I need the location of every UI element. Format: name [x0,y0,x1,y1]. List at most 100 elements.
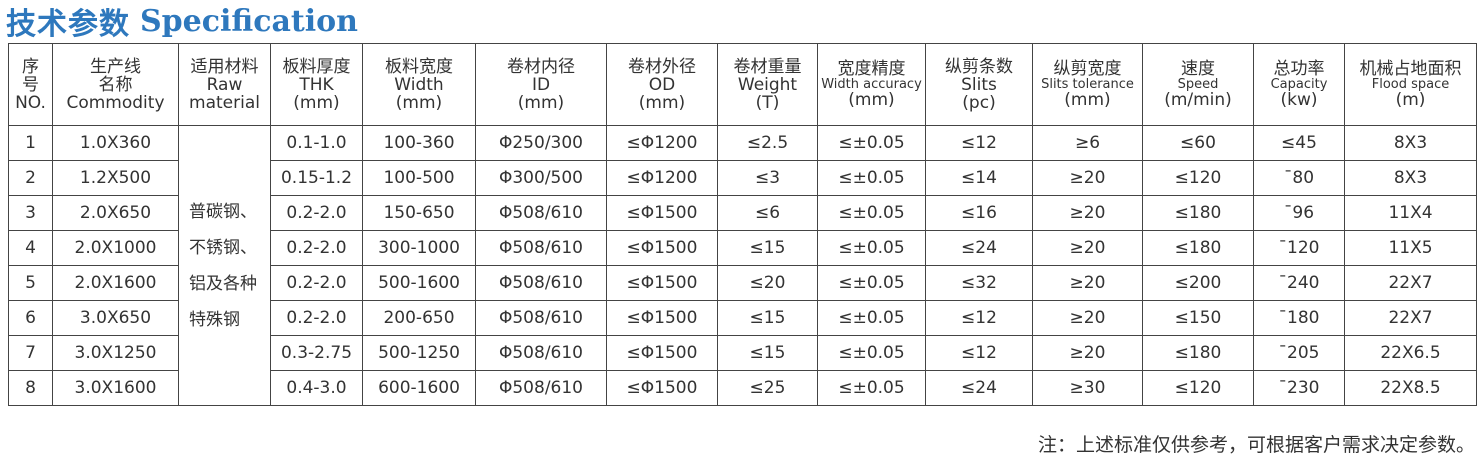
header-line: 适用材料 [190,56,259,77]
table-cell: ≥20 [1032,300,1143,336]
table-cell: 100-500 [362,160,476,196]
column-header: 总功率 Capacity (kw) [1253,43,1345,126]
column-header: 适用材料 Raw material [178,43,271,126]
table-cell: ≤15 [717,230,818,266]
header-line: (mm) [848,90,895,110]
table-cell: ≤Φ1500 [606,195,718,231]
table-cell: ≤Φ1200 [606,160,718,196]
table-cell: 11X5 [1344,230,1477,266]
header-line: 纵剪宽度 [1053,59,1122,79]
table-cell: ≤6 [717,195,818,231]
table-cell: ≥20 [1032,160,1143,196]
header-line: (m/min) [1164,90,1232,110]
header-line: Commodity [66,92,165,113]
header-line: (mm) [1064,90,1111,110]
header-line: Raw [206,74,243,95]
table-cell: 22X7 [1344,265,1477,301]
table-header-row: 序号 NO. 生产线 名称 Commodity 适用材料 Raw material 板料厚度 TH… [8,43,1477,126]
table-cell: ≤15 [717,335,818,371]
header-line: Flood space [1371,77,1450,92]
table-cell: 300-1000 [362,230,476,266]
table-cell: ≤180 [1142,195,1254,231]
table-cell: ≤32 [925,265,1033,301]
header-line: (mm) [395,92,443,113]
table-cell: 5 [8,265,53,301]
table-cell: ≤±0.05 [817,300,926,336]
header-line: 名称 [98,74,133,95]
table-cell: ≤±0.05 [817,230,926,266]
table-cell: 2 [8,160,53,196]
table-cell: ≤14 [925,160,1033,196]
table-cell: 3.0X650 [52,300,179,336]
table-cell: ≤Φ1200 [606,125,718,161]
page-title: 技术参数 Specification [6,2,358,43]
table-cell: Φ300/500 [475,160,607,196]
table-cell: 8 [8,370,53,406]
table-cell: ≤15 [717,300,818,336]
table-row: 4 2.0X1000 0.2-2.0 300-1000 Φ508/610 ≤Φ1500 ≤1… [8,230,1477,266]
table-cell: 7 [8,335,53,371]
table-cell: 1.2X500 [52,160,179,196]
table-cell: 22X8.5 [1344,370,1477,406]
header-line: 纵剪条数 [945,56,1013,77]
header-line: 总功率 [1273,59,1325,79]
header-line: material [189,92,260,113]
header-line: 卷材重量 [733,56,802,77]
table-row: 8 3.0X1600 0.4-3.0 600-1600 Φ508/610 ≤Φ1500 ≤2… [8,370,1477,406]
table-cell: Φ508/610 [475,300,607,336]
table-cell: 0.3-2.75 [270,335,363,371]
header-line: (mm) [517,92,565,113]
table-cell: ≤24 [925,230,1033,266]
header-line: THK [299,74,334,95]
table-cell: ≤±0.05 [817,160,926,196]
table-cell: 3 [8,195,53,231]
header-line: (mm) [293,92,340,113]
table-cell: ¯240 [1253,265,1345,301]
table-cell: 0.2-2.0 [270,300,363,336]
header-line: (kw) [1280,90,1318,110]
table-cell: 0.1-1.0 [270,125,363,161]
table-cell: 2.0X1000 [52,230,179,266]
table-cell: ≤Φ1500 [606,335,718,371]
table-cell: ≤Φ1500 [606,230,718,266]
table-cell: Φ508/610 [475,265,607,301]
table-cell: ≤25 [717,370,818,406]
table-cell: ≤180 [1142,335,1254,371]
table-cell: 500-1600 [362,265,476,301]
header-line: Width [394,74,444,95]
column-header: 宽度精度 Width accuracy (mm) [817,43,926,126]
column-header: 机械占地面积 Flood space (m) [1344,43,1477,126]
footnote: 注：上述标准仅供参考，可根据客户需求决定参数。 [1037,434,1475,456]
column-header: 卷材内径 ID (mm) [475,43,607,126]
column-header: 生产线 名称 Commodity [52,43,179,126]
header-line: 机械占地面积 [1359,59,1462,79]
table-cell: 8X3 [1344,160,1477,196]
table-cell: 3.0X1250 [52,335,179,371]
table-cell: ¯205 [1253,335,1345,371]
column-header: 纵剪宽度 Slits tolerance (mm) [1032,43,1143,126]
title-cn: 技术参数 [6,7,130,42]
table-cell: ¯96 [1253,195,1345,231]
header-line: (m) [1395,90,1426,110]
table-cell: ≥20 [1032,335,1143,371]
column-header: 纵剪条数 Slits (pc) [925,43,1033,126]
header-line: OD [648,74,676,95]
header-line: 生产线 [90,56,141,77]
header-line: Weight [737,74,798,95]
header-line: Capacity [1270,77,1328,92]
spec-table: 序号 NO. 生产线 名称 Commodity 适用材料 Raw material 板料厚度 TH… [8,43,1477,406]
table-cell: ≤Φ1500 [606,370,718,406]
table-cell: ¯120 [1253,230,1345,266]
table-cell: ≤45 [1253,125,1345,161]
table-cell: 0.2-2.0 [270,230,363,266]
table-cell: 2.0X1600 [52,265,179,301]
table-cell: Φ508/610 [475,335,607,371]
table-cell: ≤Φ1500 [606,265,718,301]
header-line: NO. [15,92,46,113]
table-cell: ¯230 [1253,370,1345,406]
table-cell: ≥20 [1032,195,1143,231]
raw-material-cell: 普碳钢、不锈钢、铝及各种特殊钢 [178,125,271,406]
column-header: 卷材外径 OD (mm) [606,43,718,126]
header-line: (mm) [638,92,686,113]
table-cell: Φ508/610 [475,230,607,266]
